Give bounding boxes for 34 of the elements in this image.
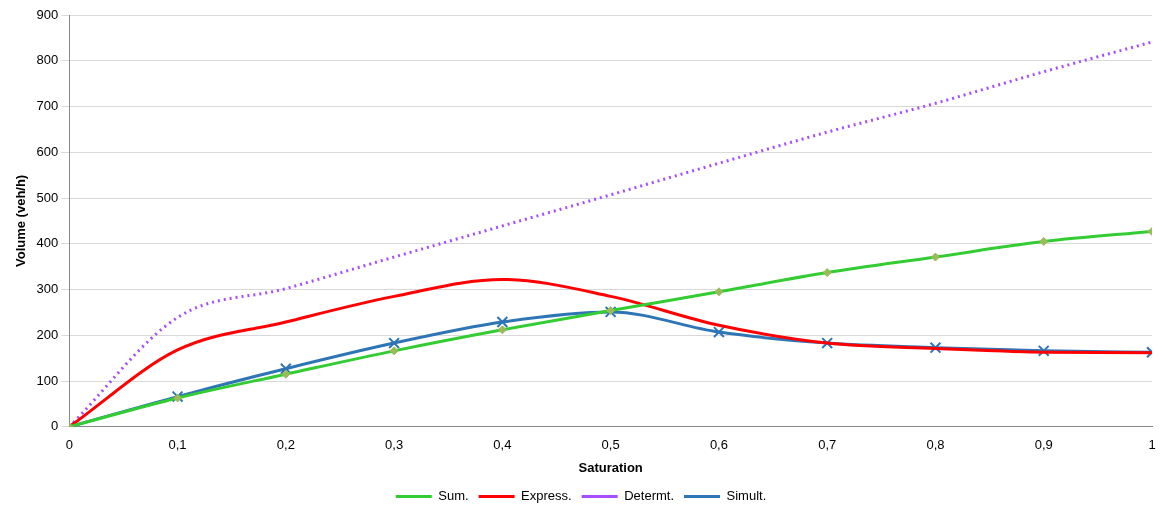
legend-label: Simult. — [726, 488, 767, 504]
y-tick-label: 600 — [36, 143, 59, 159]
legend-label: Express. — [521, 488, 572, 504]
legend-label: Determt. — [624, 488, 675, 504]
x-tick-label: 0,8 — [926, 437, 945, 453]
x-tick-label: 0,1 — [168, 437, 187, 453]
x-tick-label: 0,2 — [276, 437, 295, 453]
point — [388, 337, 401, 350]
x-tick-label: 0,6 — [709, 437, 728, 453]
y-tick-label: 800 — [36, 52, 59, 68]
point — [1037, 344, 1050, 357]
x-tick-label: 0,3 — [385, 437, 404, 453]
y-tick-label: 200 — [36, 326, 59, 342]
y-tick-label: 300 — [36, 281, 59, 297]
point — [821, 337, 834, 350]
x-tick-label: 0,5 — [601, 437, 620, 453]
y-tick-label: 100 — [36, 372, 59, 388]
x-tick-label: 0 — [65, 437, 73, 453]
point — [929, 341, 942, 354]
y-tick-label: 400 — [36, 235, 59, 251]
y-tick-label: 500 — [36, 189, 59, 205]
y-tick-label: 700 — [36, 98, 59, 114]
y-tick-label: 900 — [36, 6, 59, 22]
y-axis-title: Volume (veh/h) — [13, 174, 29, 268]
point — [712, 326, 725, 339]
x-tick-label: 1 — [1148, 437, 1156, 453]
x-tick-label: 0,4 — [493, 437, 512, 453]
x-tick-label: 0,9 — [1034, 437, 1053, 453]
legend-label: Sum. — [438, 488, 469, 504]
point — [496, 316, 509, 328]
x-tick-label: 0,7 — [818, 437, 837, 453]
y-tick-label: 0 — [51, 418, 59, 434]
point — [279, 362, 292, 375]
x-axis-title: Saturation — [578, 459, 643, 475]
